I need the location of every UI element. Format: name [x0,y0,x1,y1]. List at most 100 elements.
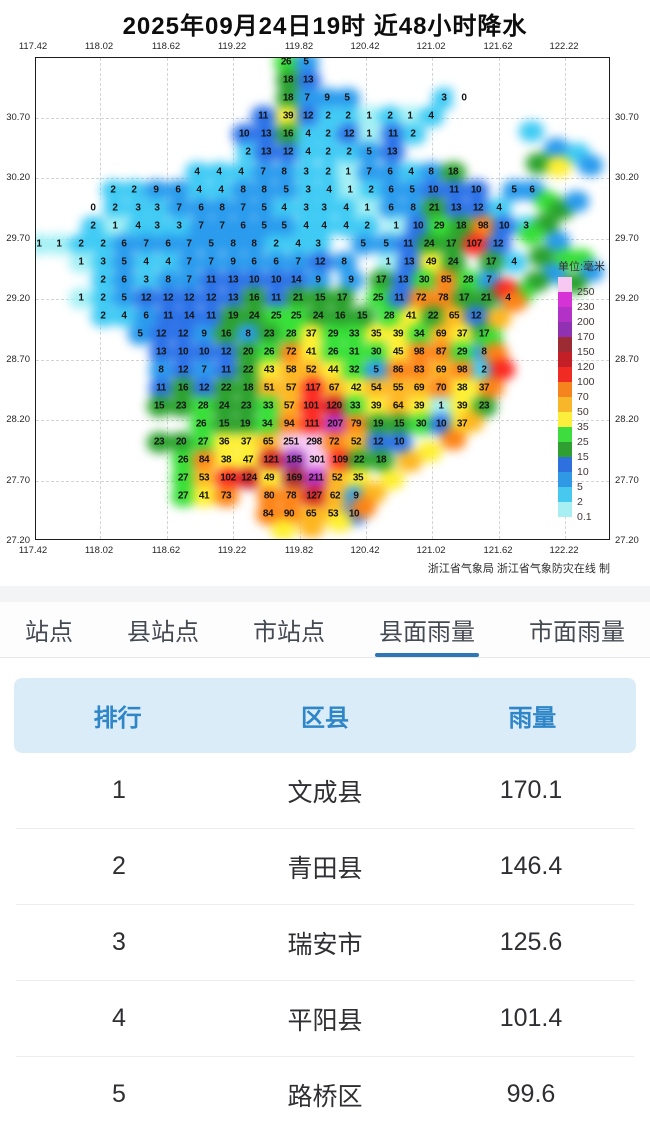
precipitation-cell [406,216,431,237]
precipitation-cell [344,378,369,399]
map-value-label: 86 [392,364,404,376]
legend-label: 170 [577,330,595,343]
table-row: 3 瑞安市 125.6 [16,905,634,981]
map-value-label: 23 [175,400,187,412]
map-value-label: 4 [428,110,434,122]
map-value-label: 36 [218,436,230,448]
coastal-patch [479,377,504,398]
precipitation-cell [147,396,172,417]
precipitation-cell [401,198,426,219]
precipitation-cell [431,288,456,309]
precipitation-cell [466,198,491,219]
map-value-label: 39 [392,328,404,340]
map-value-label: 22 [220,382,232,394]
map-value-label: 23 [153,436,165,448]
map-value-label: 18 [375,454,387,466]
map-value-label: 7 [219,220,225,232]
precipitation-cell [149,324,174,345]
tab-item-0[interactable]: 站点 [25,619,73,646]
precipitation-cell [221,252,246,273]
legend-swatch [558,427,572,442]
map-value-label: 10 [248,274,260,286]
tab-item-1[interactable]: 县站点 [127,619,199,646]
table-cell: 4 [112,1004,126,1032]
precipitation-cell [429,324,454,345]
precipitation-cell [276,124,301,145]
legend-swatch [558,442,572,457]
map-value-label: 8 [158,364,164,376]
table-header: 排行 区县 雨量 [14,678,636,753]
precipitation-cell [112,288,137,309]
map-value-label: 124 [241,472,257,484]
table-header-cell: 雨量 [508,705,557,732]
map-value-label: 19 [372,418,384,430]
precipitation-cell [380,142,405,163]
map-value-label: 9 [348,274,354,286]
precipitation-cell [464,306,489,327]
precipitation-cell [337,124,362,145]
map-value-label: 3 [100,256,106,268]
precipitation-cell [300,414,325,435]
y-tick-label: 30.70 [6,112,30,123]
map-value-label: 38 [220,454,232,466]
precipitation-cell [419,162,444,183]
table-cell: 3 [112,928,126,956]
map-value-label: 7 [186,274,192,286]
legend-label: 15 [577,450,589,463]
precipitation-cell [192,324,217,345]
y-tick-label: 29.20 [6,293,30,304]
map-value-label: 1 [393,220,399,232]
map-value-label: 4 [343,220,349,232]
precipitation-cell [134,252,159,273]
map-value-label: 13 [260,146,272,158]
map-value-label: 7 [201,364,207,376]
map-value-label: 4 [165,256,171,268]
tab-item-3[interactable]: 县面雨量 [375,602,479,657]
map-value-label: 3 [143,274,149,286]
map-value-label: 39 [413,400,425,412]
precipitation-cell [342,342,367,363]
tab-item-2[interactable]: 市站点 [253,619,325,646]
coastal-patch [397,451,422,472]
legend-entry: 100 [558,367,605,388]
map-value-label: 13 [403,256,415,268]
map-value-label: 62 [329,490,341,502]
precipitation-cell [322,396,347,417]
precipitation-cell [282,450,307,471]
map-value-label: 83 [413,364,425,376]
precipitation-cell [409,288,434,309]
precipitation-cell [257,324,282,345]
map-value-label: 26 [195,418,207,430]
precipitation-cell [134,234,159,255]
precipitation-cell [407,396,432,417]
map-value-label: 12 [155,328,167,340]
precipitation-cell [236,324,261,345]
precipitation-cell [441,162,466,183]
coastal-patch [519,121,544,142]
y-tick-label: 28.70 [615,354,639,365]
table-cell: 平阳县 [287,1006,363,1035]
precipitation-cell [167,198,192,219]
map-value-label: 78 [437,292,449,304]
map-value-label: 41 [305,346,317,358]
precipitation-cell [342,360,367,381]
precipitation-cell [427,216,452,237]
map-value-label: 24 [218,400,230,412]
map-value-label: 78 [285,490,297,502]
map-value-label: 29 [433,220,445,232]
map-value-label: 10 [393,436,405,448]
map-value-label: 29 [327,328,339,340]
map-value-label: 90 [283,508,295,520]
map-value-label: 117 [305,382,321,394]
tab-item-4[interactable]: 市面雨量 [529,619,625,646]
precipitation-value-labels: 26 5 18 13 18 7 9 5 3 0 11 39 12 2 2 1 2 1 4 10 13 16 4 2 12 1 11 2… [36,58,609,539]
map-value-label: 39 [282,110,294,122]
map-value-label: 69 [413,382,425,394]
map-value-label: 5 [137,328,143,340]
precipitation-cell [441,252,466,273]
map-value-label: 4 [218,184,224,196]
map-value-label: 8 [165,274,171,286]
precipitation-cell [279,432,304,453]
map-value-label: 85 [440,274,452,286]
precipitation-cell [122,180,147,201]
